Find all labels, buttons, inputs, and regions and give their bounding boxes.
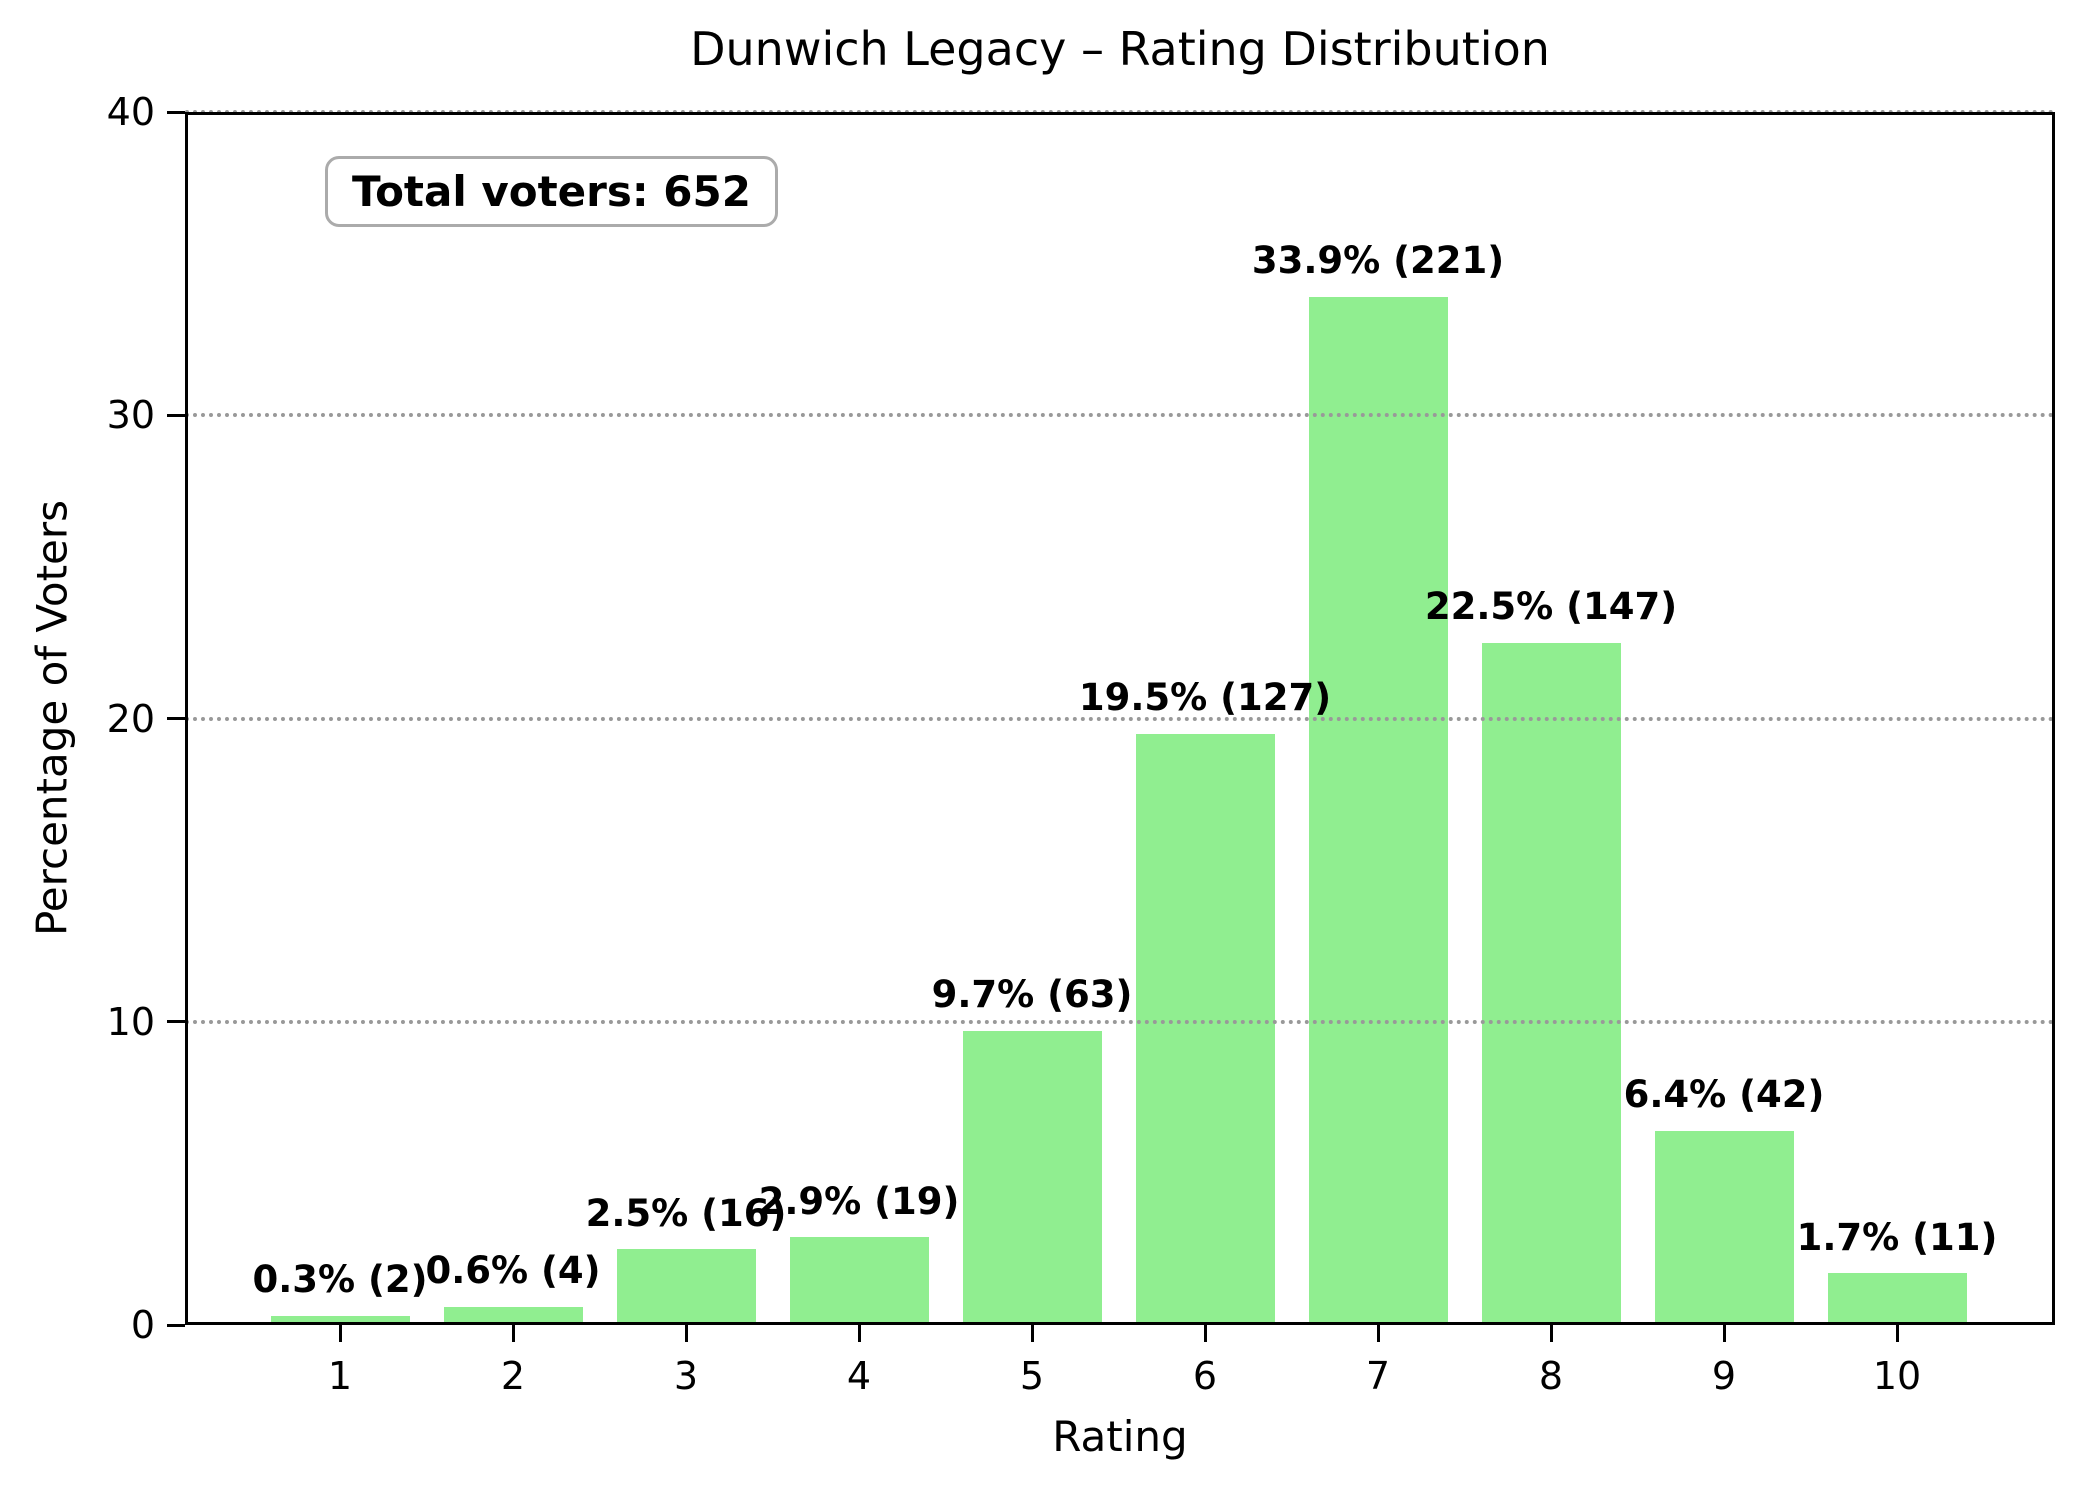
bar-rating-3 — [616, 1249, 756, 1325]
gridline-10 — [185, 1019, 2055, 1024]
bar-label-7: 33.9% (221) — [1251, 239, 1505, 283]
x-tick-label-3: 3 — [673, 1354, 699, 1398]
y-tick-label-0: 0 — [130, 1303, 155, 1347]
x-tick-8 — [1549, 1325, 1553, 1342]
x-tick-9 — [1722, 1325, 1726, 1342]
x-tick-label-7: 7 — [1365, 1354, 1391, 1398]
bar-label-6: 19.5% (127) — [1078, 676, 1332, 720]
x-tick-6 — [1203, 1325, 1207, 1342]
bar-label-9: 6.4% (42) — [1623, 1073, 1825, 1117]
x-tick-4 — [857, 1325, 861, 1342]
bar-label-5: 9.7% (63) — [931, 973, 1133, 1017]
bar-rating-10 — [1827, 1273, 1967, 1325]
x-tick-label-1: 1 — [327, 1354, 353, 1398]
x-tick-label-8: 8 — [1538, 1354, 1564, 1398]
bar-label-3: 2.5% (16) — [585, 1191, 787, 1235]
total-voters-box: Total voters: 652 — [325, 156, 778, 227]
x-tick-3 — [684, 1325, 688, 1342]
bar-rating-8 — [1481, 642, 1621, 1325]
x-tick-5 — [1030, 1325, 1034, 1342]
bar-rating-6 — [1135, 733, 1275, 1325]
x-tick-label-5: 5 — [1019, 1354, 1045, 1398]
bar-label-2: 0.6% (4) — [425, 1249, 601, 1293]
y-tick-10 — [167, 1020, 185, 1024]
bar-rating-5 — [962, 1030, 1102, 1325]
y-tick-20 — [167, 717, 185, 720]
bar-label-1: 0.3% (2) — [252, 1258, 428, 1302]
y-tick-30 — [167, 413, 185, 417]
y-tick-40 — [167, 110, 185, 114]
bar-rating-7 — [1308, 297, 1448, 1325]
bar-label-10: 1.7% (11) — [1796, 1215, 1998, 1259]
total-voters-label: Total voters: 652 — [352, 167, 751, 216]
x-tick-10 — [1895, 1325, 1899, 1342]
x-tick-label-9: 9 — [1711, 1354, 1737, 1398]
chart-title: Dunwich Legacy – Rating Distribution — [690, 22, 1550, 76]
bar-rating-1 — [270, 1315, 410, 1325]
bar-rating-4 — [789, 1237, 929, 1325]
y-tick-label-40: 40 — [106, 90, 155, 134]
x-tick-7 — [1376, 1325, 1380, 1342]
gridline-30 — [185, 413, 2055, 418]
x-tick-label-2: 2 — [500, 1354, 526, 1398]
y-tick-label-10: 10 — [106, 999, 155, 1044]
y-tick-label-20: 20 — [106, 696, 155, 741]
gridline-40 — [185, 110, 2055, 114]
x-tick-label-6: 6 — [1192, 1354, 1218, 1398]
x-axis-title: Rating — [1052, 1412, 1188, 1461]
bar-label-4: 2.9% (19) — [758, 1179, 960, 1223]
x-tick-2 — [511, 1325, 515, 1342]
bar-label-8: 22.5% (147) — [1424, 585, 1678, 629]
gridline-20 — [185, 716, 2055, 721]
y-tick-label-30: 30 — [106, 393, 155, 438]
x-tick-label-4: 4 — [846, 1354, 872, 1398]
x-tick-1 — [338, 1325, 342, 1342]
bar-rating-2 — [443, 1306, 583, 1325]
y-tick-0 — [167, 1323, 185, 1327]
x-tick-label-10: 10 — [1872, 1354, 1922, 1398]
bar-rating-9 — [1654, 1130, 1794, 1325]
plot-area: 0.3% (2) 0.6% (4) 2.5% (16) 2.9% (19) 9.7% (… — [185, 110, 2055, 1325]
